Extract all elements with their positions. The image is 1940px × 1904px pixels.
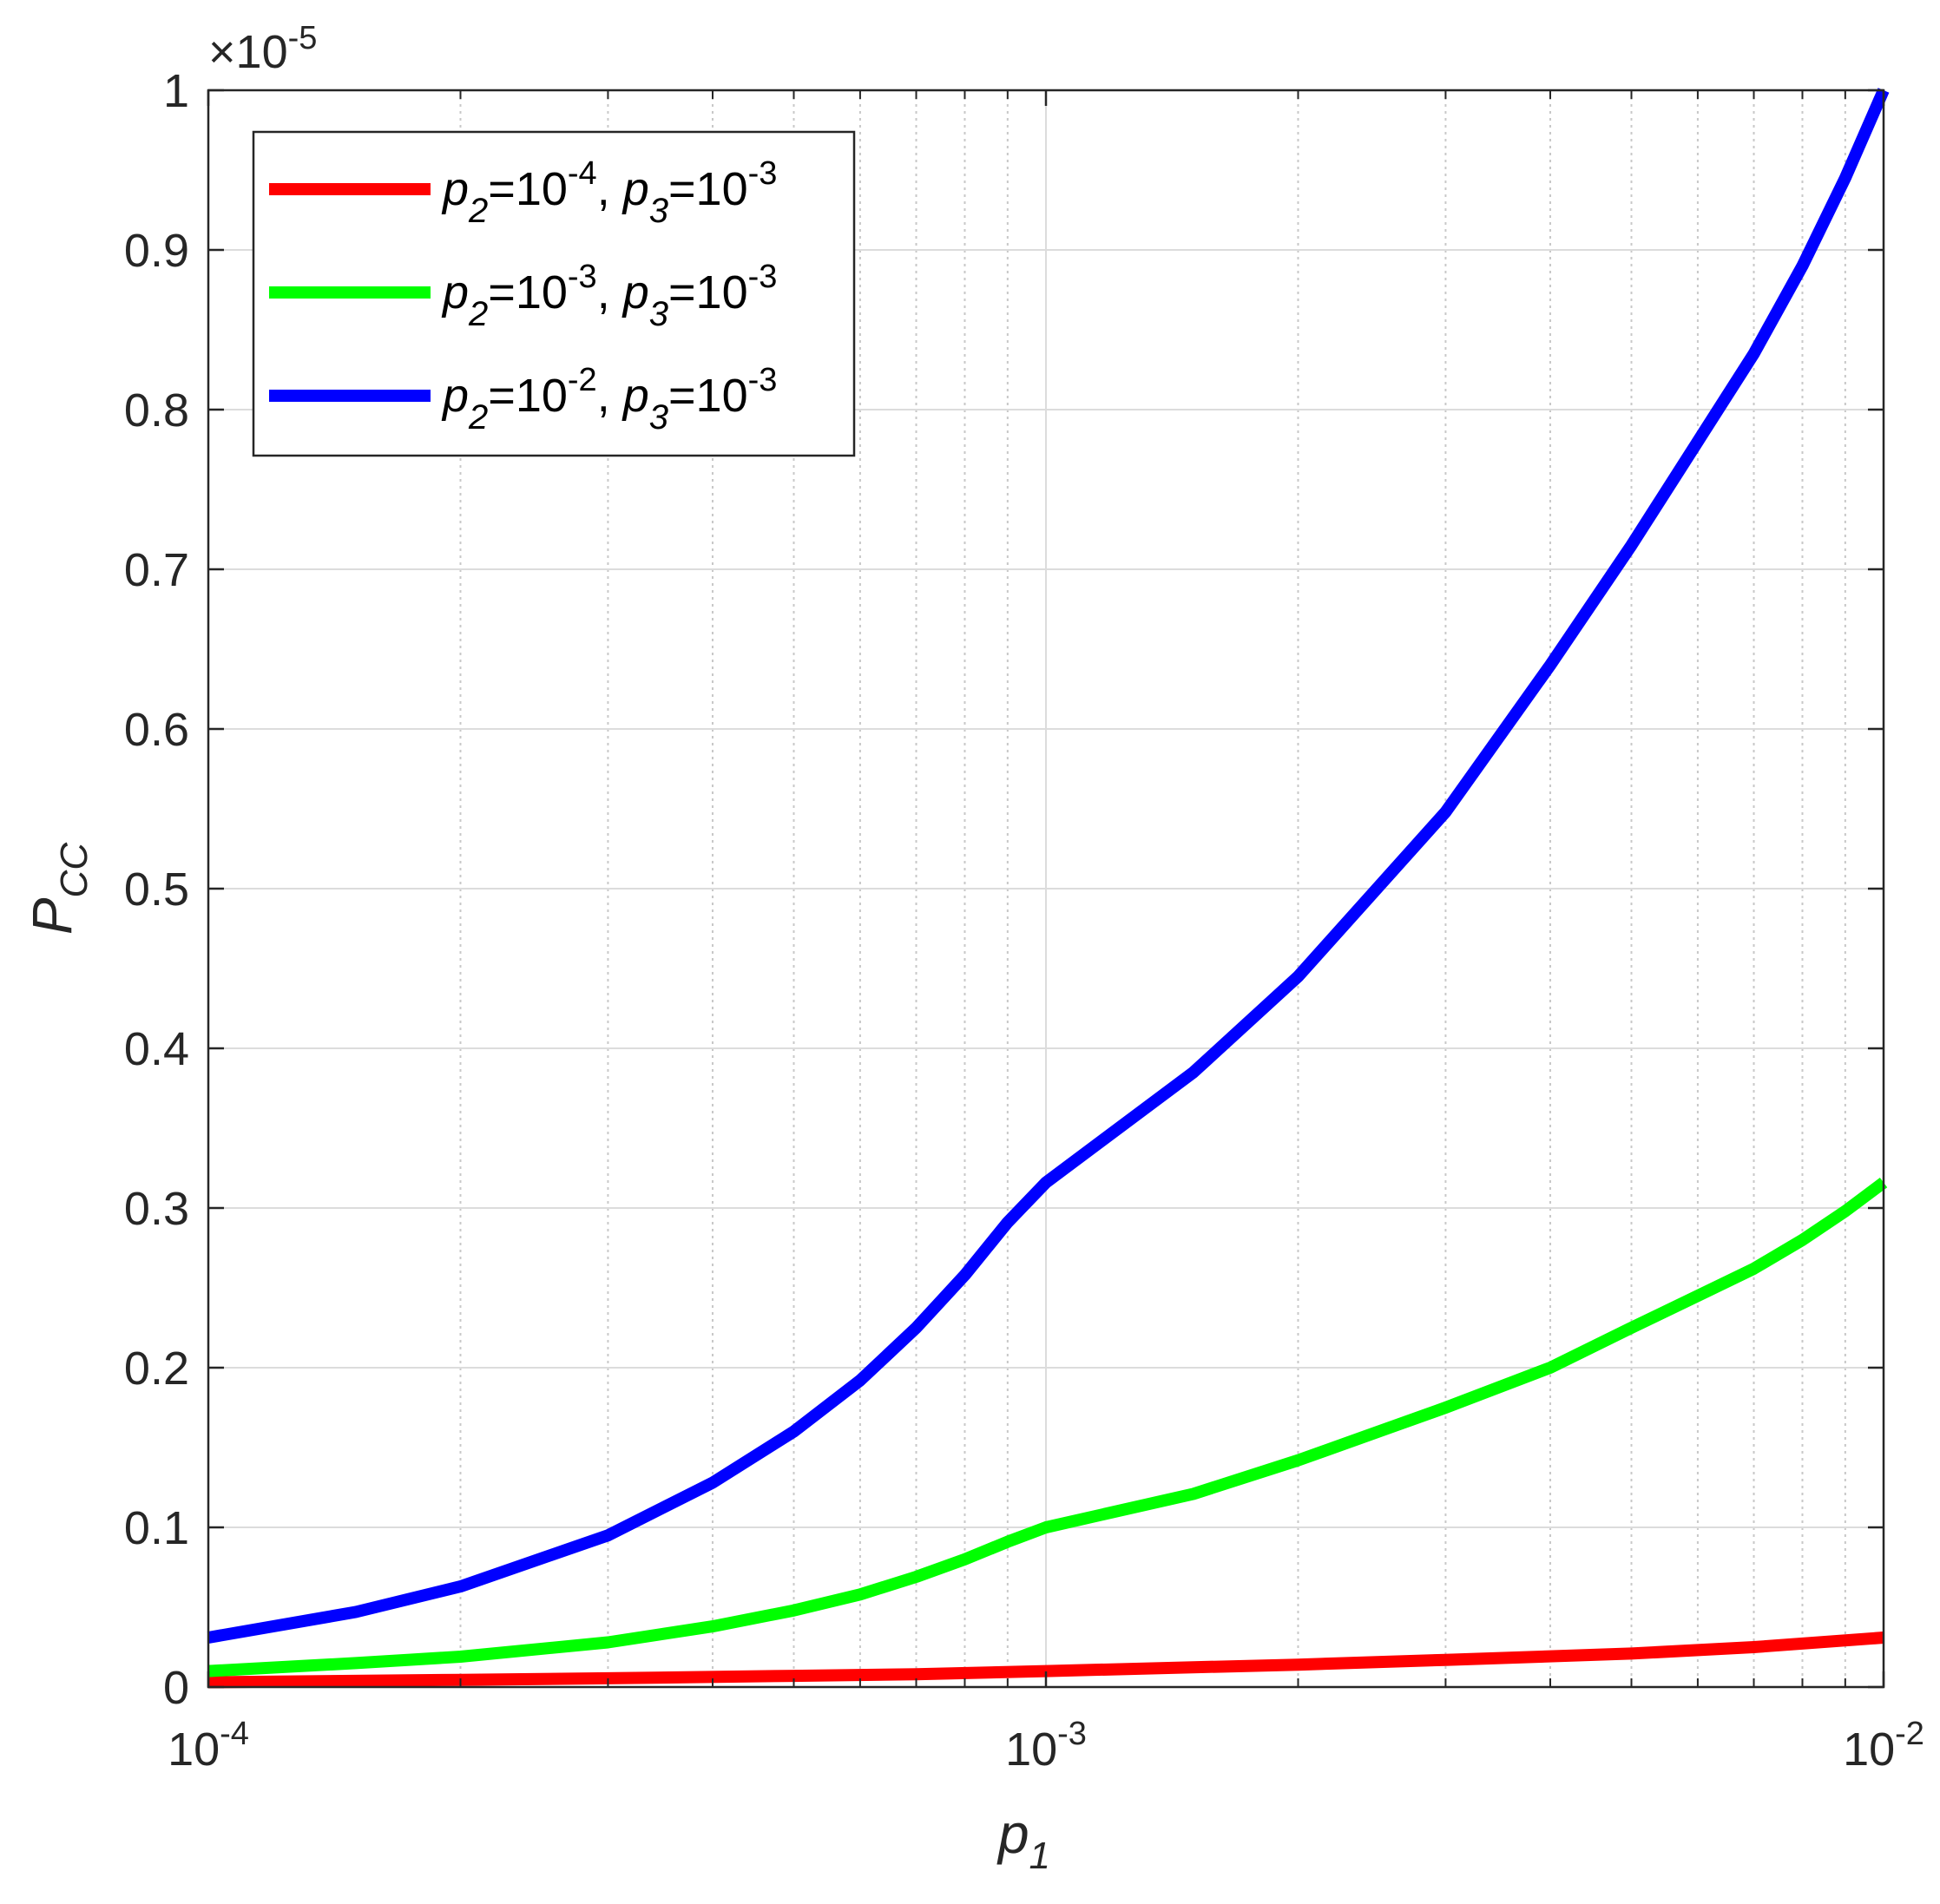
y-tick-label: 0.8	[124, 384, 189, 437]
y-tick-label: 0.9	[124, 225, 189, 277]
legend-entry-label: p2=10-3, p3=10-3	[441, 259, 777, 333]
y-tick-label: 0.7	[124, 544, 189, 596]
x-tick-label: 10-2	[1843, 1716, 1924, 1776]
y-tick-label: 1	[163, 65, 189, 117]
x-tick-labels: 10-4 10-3 10-2	[168, 1716, 1924, 1776]
x-tick-label: 10-3	[1005, 1716, 1087, 1776]
legend-entry-label: p2=10-4, p3=10-3	[441, 155, 777, 230]
y-multiplier: ×10-5	[208, 20, 317, 78]
y-axis-title: PCC	[21, 842, 95, 935]
y-tick-label: 0.3	[124, 1183, 189, 1235]
series-line	[207, 88, 1890, 1644]
y-tick-labels: 0 0.1 0.2 0.3 0.4 0.5 0.6 0.7 0.8 0.9 1	[124, 65, 189, 1714]
x-axis-title: p1	[996, 1802, 1050, 1877]
y-tick-label: 0.4	[124, 1023, 189, 1075]
series-lines	[207, 88, 1890, 1689]
axis-ticks	[207, 89, 1885, 1689]
series-line	[207, 1632, 1884, 1689]
y-tick-label: 0.5	[124, 863, 189, 916]
y-tick-label: 0.6	[124, 704, 189, 756]
y-tick-label: 0	[163, 1662, 189, 1714]
series-line	[207, 1177, 1888, 1677]
legend-entry-label: p2=10-2, p3=10-3	[441, 362, 777, 437]
x-tick-label: 10-4	[168, 1716, 249, 1776]
y-tick-label: 0.2	[124, 1343, 189, 1395]
legend: p2=10-4, p3=10-3 p2=10-3, p3=10-3 p2=10-2,…	[252, 130, 856, 457]
y-tick-label: 0.1	[124, 1502, 189, 1554]
